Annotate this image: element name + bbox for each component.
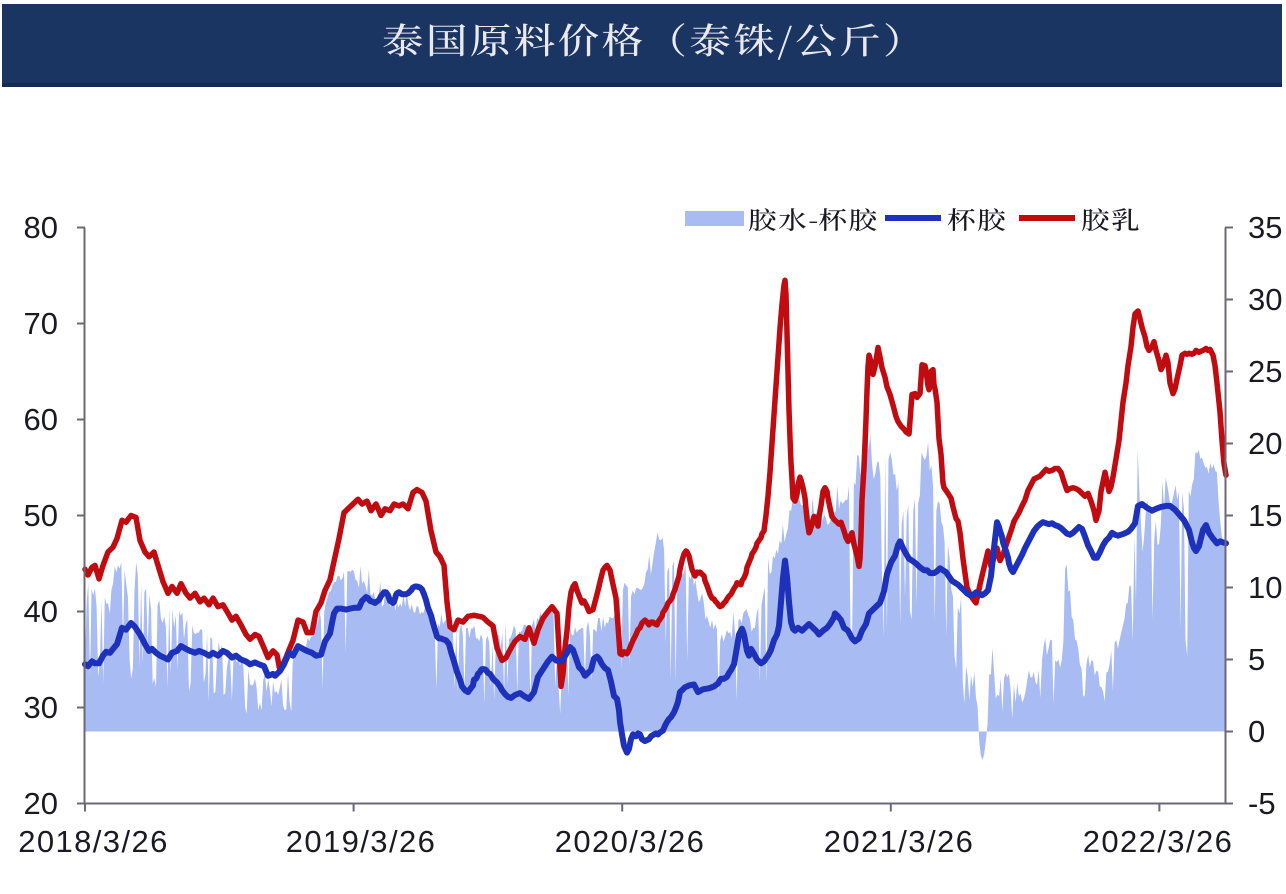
svg-text:-5: -5	[1248, 786, 1276, 821]
svg-text:10: 10	[1248, 570, 1282, 605]
svg-text:2018/3/26: 2018/3/26	[18, 824, 169, 859]
svg-text:50: 50	[24, 498, 58, 533]
svg-text:25: 25	[1248, 354, 1282, 389]
svg-text:2020/3/26: 2020/3/26	[555, 824, 706, 859]
svg-text:0: 0	[1248, 714, 1265, 749]
svg-text:2022/3/26: 2022/3/26	[1083, 824, 1234, 859]
svg-text:40: 40	[24, 594, 58, 629]
svg-text:15: 15	[1248, 498, 1282, 533]
svg-text:30: 30	[1248, 282, 1282, 317]
svg-text:2019/3/26: 2019/3/26	[286, 824, 437, 859]
svg-text:20: 20	[1248, 426, 1282, 461]
svg-text:2021/3/26: 2021/3/26	[824, 824, 975, 859]
svg-text:80: 80	[24, 210, 58, 245]
svg-text:70: 70	[24, 306, 58, 341]
svg-text:60: 60	[24, 402, 58, 437]
svg-text:5: 5	[1248, 642, 1265, 677]
svg-text:20: 20	[24, 786, 58, 821]
svg-text:35: 35	[1248, 210, 1282, 245]
svg-text:30: 30	[24, 690, 58, 725]
